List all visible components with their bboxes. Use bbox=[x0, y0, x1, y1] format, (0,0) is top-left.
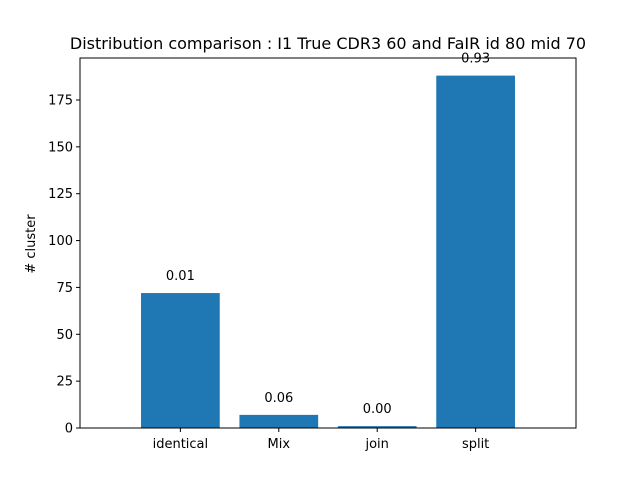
bar-value-labels-layer: 0.01 0.06 0.00 0.93 bbox=[166, 52, 490, 418]
x-tick-label: identical bbox=[153, 437, 209, 452]
y-tick-label: 150 bbox=[48, 140, 73, 155]
y-tick-label: 100 bbox=[48, 234, 73, 249]
y-tick-label: 125 bbox=[48, 187, 73, 202]
y-tick-label: 25 bbox=[56, 375, 73, 390]
x-tick-label: Mix bbox=[268, 437, 291, 452]
chart-title: Distribution comparison : I1 True CDR3 6… bbox=[70, 34, 586, 53]
x-tick-label: join bbox=[364, 437, 388, 452]
bar-mix bbox=[239, 414, 319, 428]
bar-value-label: 0.06 bbox=[264, 391, 293, 406]
y-tick-label: 175 bbox=[48, 93, 73, 108]
y-axis-label: # cluster bbox=[24, 214, 39, 274]
axes-frame bbox=[79, 57, 577, 429]
y-tick-label: 0 bbox=[65, 422, 73, 437]
y-ticks-layer: 0 25 50 75 100 125 150 175 bbox=[48, 93, 80, 437]
bar-value-label: 0.01 bbox=[166, 269, 195, 284]
y-tick-label: 75 bbox=[56, 281, 73, 296]
bars-layer bbox=[141, 75, 515, 429]
bar-join bbox=[337, 426, 417, 428]
x-tick-label: split bbox=[462, 437, 489, 452]
bar-value-label: 0.00 bbox=[363, 402, 392, 417]
bar-identical bbox=[141, 293, 220, 428]
x-ticks-layer: identical Mix join split bbox=[153, 428, 489, 452]
y-tick-label: 50 bbox=[56, 328, 73, 343]
bar-split bbox=[436, 75, 515, 429]
bar-value-label: 0.93 bbox=[461, 52, 490, 67]
